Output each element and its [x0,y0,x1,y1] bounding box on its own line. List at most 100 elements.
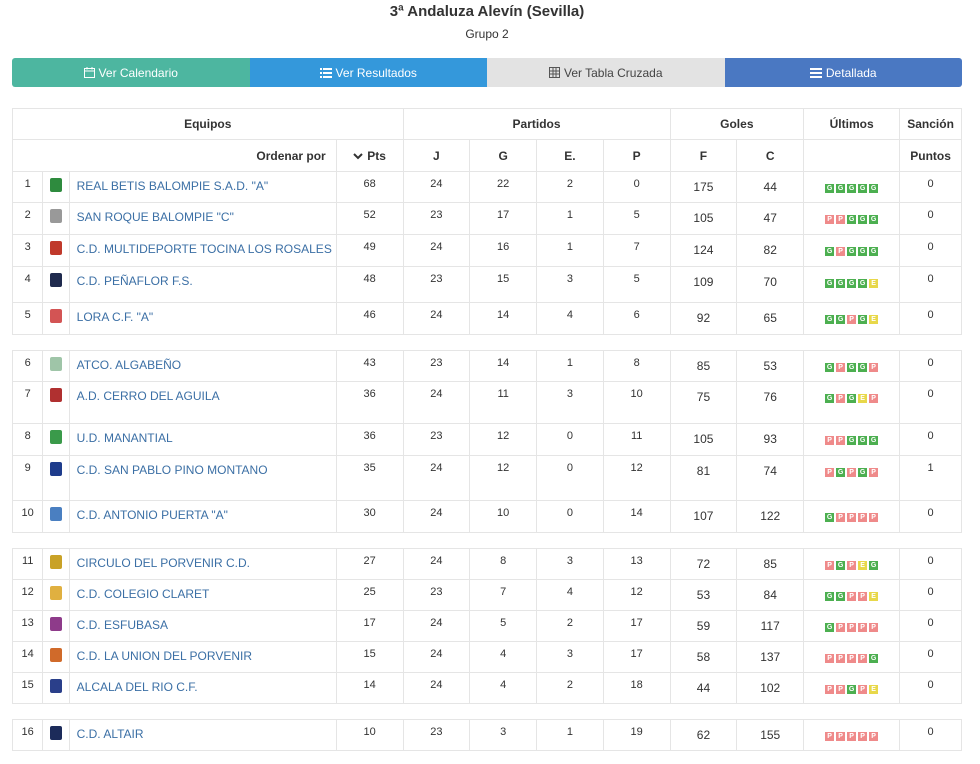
detail-list-icon [809,67,822,78]
c-cell: 76 [736,381,805,424]
results-button-label: Ver Resultados [335,65,417,80]
result-badge: G [825,279,835,288]
pts-cell: 48 [335,266,404,303]
e-cell: 3 [536,381,604,424]
team-link[interactable]: ATCO. ALGABEÑO [68,350,337,382]
g-cell: 22 [469,171,538,203]
pts-cell: 10 [335,719,404,751]
sancion-cell: 0 [899,548,962,580]
result-badge: E [858,394,868,403]
position-cell: 3 [11,234,44,267]
sort-pts-header[interactable]: Pts [335,139,404,172]
result-badge: G [869,247,879,256]
j-cell: 23 [402,423,471,456]
pts-cell: 15 [335,641,404,673]
result-badge: P [847,315,857,324]
e-cell: 3 [536,548,604,580]
team-link[interactable]: ALCALA DEL RIO C.F. [68,672,337,704]
result-badge: G [836,315,846,324]
j-cell: 23 [402,266,471,303]
p-cell: 17 [602,641,671,673]
pts-cell: 30 [335,500,404,533]
calendar-button[interactable]: Ver Calendario [12,58,250,87]
table-row: 10 C.D. ANTONIO PUERTA "A" 30 24 10 0 14 107 122… [11,500,962,533]
table-row: 16 C.D. ALTAIR 10 23 3 1 19 62 155 P P P P P 0 [11,719,962,751]
f-cell: 81 [669,455,738,501]
c-cell: 117 [736,610,805,642]
team-link[interactable]: C.D. ALTAIR [68,719,337,751]
team-crest-icon [49,726,62,740]
group-separator [12,703,962,720]
team-crest-icon [49,388,62,402]
team-link[interactable]: A.D. CERRO DEL AGUILA [68,381,337,424]
result-badge: G [858,215,868,224]
team-link[interactable]: C.D. MULTIDEPORTE TOCINA LOS ROSALES [68,234,337,267]
c-cell: 155 [736,719,805,751]
team-link[interactable]: C.D. LA UNION DEL PORVENIR [68,641,337,673]
result-badge: P [836,247,846,256]
table-row: 14 C.D. LA UNION DEL PORVENIR 15 24 4 3 17 58 13… [11,641,962,673]
sancion-cell: 1 [899,455,962,501]
calendar-button-label: Ver Calendario [98,65,178,80]
result-badge: G [825,513,835,522]
c-cell: 93 [736,423,805,456]
pts-header-label: Pts [367,148,386,163]
team-link[interactable]: REAL BETIS BALOMPIE S.A.D. "A" [68,171,337,203]
pts-cell: 36 [335,381,404,424]
team-link[interactable]: C.D. COLEGIO CLARET [68,579,337,611]
position-cell: 2 [11,202,44,235]
g-cell: 7 [469,579,538,611]
sort-label: Ordenar por [12,139,337,172]
team-link[interactable]: C.D. PEÑAFLOR F.S. [68,266,337,303]
team-crest-icon [49,357,62,371]
team-link[interactable]: C.D. SAN PABLO PINO MONTANO [68,455,337,501]
team-link[interactable]: CIRCULO DEL PORVENIR C.D. [68,548,337,580]
position-cell: 12 [11,579,44,611]
p-cell: 5 [602,202,671,235]
position-cell: 4 [11,266,44,303]
team-crest-icon [49,309,62,323]
p-cell: 13 [602,548,671,580]
f-cell: 44 [669,672,738,704]
results-button[interactable]: Ver Resultados [249,58,487,87]
team-crest-icon [49,273,62,287]
result-badge: P [836,363,846,372]
table-row: 11 CIRCULO DEL PORVENIR C.D. 27 24 8 3 13 72 85 P… [11,548,962,580]
table-row: 8 U.D. MANANTIAL 36 23 12 0 11 105 93 P P G G G 0 [11,423,962,456]
team-link[interactable]: C.D. ANTONIO PUERTA "A" [68,500,337,533]
team-link[interactable]: C.D. ESFUBASA [68,610,337,642]
detailed-button[interactable]: Detallada [724,58,962,87]
j-cell: 23 [402,350,471,382]
g-cell: 12 [469,423,538,456]
result-badge: E [869,685,879,694]
team-link[interactable]: SAN ROQUE BALOMPIE "C" [68,202,337,235]
c-cell: 65 [736,302,805,335]
result-badge: P [836,654,846,663]
position-cell: 11 [11,548,44,580]
result-badge: G [836,592,846,601]
calendar-icon [83,67,95,78]
pts-cell: 17 [335,610,404,642]
pts-cell: 27 [335,548,404,580]
c-cell: 44 [736,171,805,203]
result-badge: G [858,184,868,193]
g-cell: 4 [469,641,538,673]
result-badge: P [825,685,835,694]
result-badge: G [858,279,868,288]
result-badge: P [847,513,857,522]
cross-table-button[interactable]: Ver Tabla Cruzada [487,58,725,87]
result-badge: P [869,394,879,403]
pts-cell: 43 [335,350,404,382]
f-cell: 107 [669,500,738,533]
team-link[interactable]: U.D. MANANTIAL [68,423,337,456]
result-badge: P [858,623,868,632]
team-link[interactable]: LORA C.F. "A" [68,302,337,335]
p-cell: 7 [602,234,671,267]
